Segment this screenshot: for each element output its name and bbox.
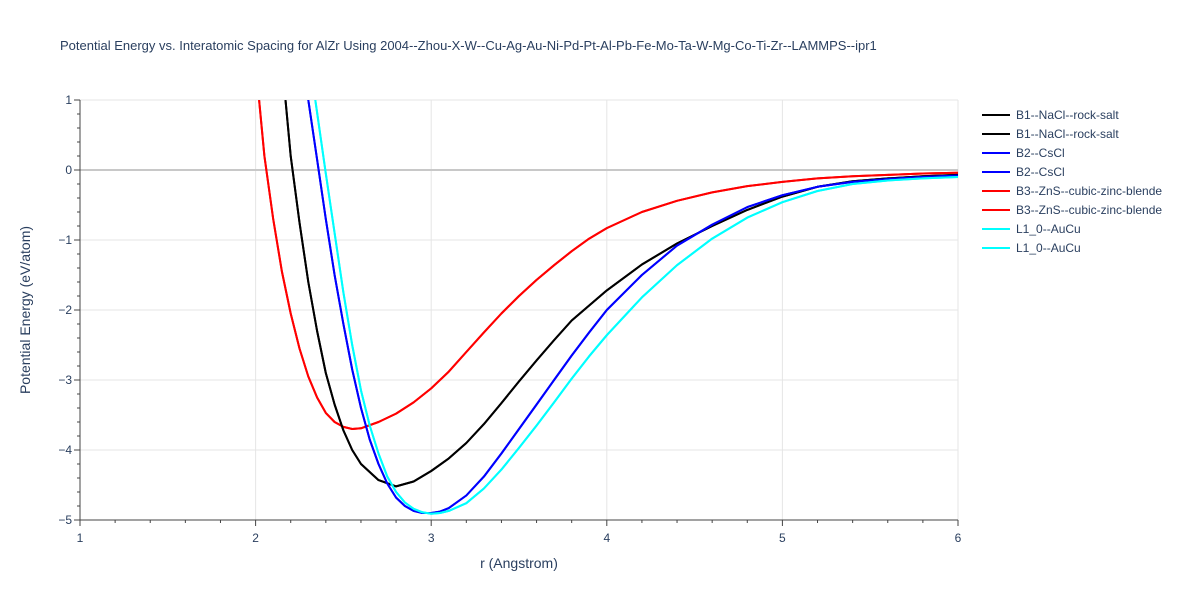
x-tick-label: 1	[77, 531, 84, 545]
series-line-5	[258, 100, 958, 430]
legend: B1--NaCl--rock-salt B1--NaCl--rock-salt B2…	[982, 108, 1162, 255]
series-group	[258, 100, 958, 515]
legend-label: B2--CsCl	[1016, 146, 1065, 160]
y-tick-label: −5	[58, 513, 72, 527]
x-tick-label: 3	[428, 531, 435, 545]
legend-label: L1_0--AuCu	[1016, 222, 1081, 236]
series-line-0	[284, 100, 958, 488]
x-axis-title: r (Angstrom)	[480, 555, 558, 571]
grid	[80, 99, 959, 521]
y-tick-label: 1	[65, 93, 72, 107]
x-tick-label: 6	[955, 531, 962, 545]
chart-title: Potential Energy vs. Interatomic Spacing…	[60, 38, 877, 53]
legend-label: L1_0--AuCu	[1016, 241, 1081, 255]
legend-label: B3--ZnS--cubic-zinc-blende	[1016, 203, 1162, 217]
axes: 1 2 3 4 5 6 1 0 −1 −2 −3 −4 −5	[58, 93, 961, 545]
series-line-3	[307, 100, 958, 514]
y-axis-title: Potential Energy (eV/atom)	[17, 226, 33, 394]
y-tick-label: −1	[58, 233, 72, 247]
y-tick-label: −2	[58, 303, 72, 317]
series-line-1	[284, 100, 958, 488]
legend-label: B2--CsCl	[1016, 165, 1065, 179]
x-tick-label: 5	[779, 531, 786, 545]
series-line-6	[314, 100, 958, 515]
legend-label: B3--ZnS--cubic-zinc-blende	[1016, 184, 1162, 198]
x-tick-label: 2	[252, 531, 259, 545]
y-tick-label: 0	[65, 163, 72, 177]
legend-label: B1--NaCl--rock-salt	[1016, 108, 1119, 122]
y-tick-label: −3	[58, 373, 72, 387]
legend-label: B1--NaCl--rock-salt	[1016, 127, 1119, 141]
series-line-7	[314, 100, 958, 515]
y-tick-label: −4	[58, 443, 72, 457]
x-tick-label: 4	[603, 531, 610, 545]
